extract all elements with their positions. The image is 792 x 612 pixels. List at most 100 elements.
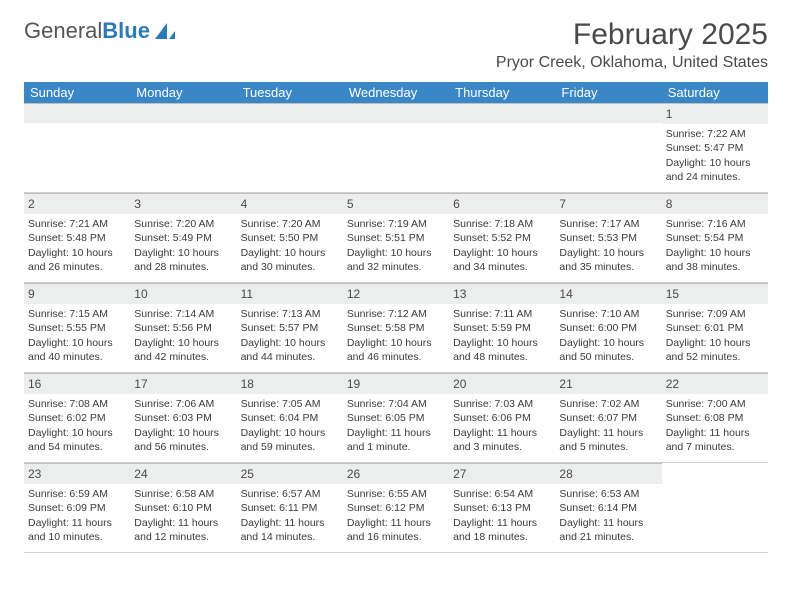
day-number: 13 — [449, 283, 555, 304]
day-cell — [343, 103, 449, 192]
sunset-text: Sunset: 5:57 PM — [241, 321, 339, 335]
sunset-text: Sunset: 6:10 PM — [134, 501, 232, 515]
sunrise-text: Sunrise: 7:18 AM — [453, 217, 551, 231]
sunrise-text: Sunrise: 7:16 AM — [666, 217, 764, 231]
empty-day — [555, 103, 661, 123]
daylight-text: Daylight: 10 hours and 26 minutes. — [28, 246, 126, 274]
sunrise-text: Sunrise: 6:54 AM — [453, 487, 551, 501]
sunrise-text: Sunrise: 7:02 AM — [559, 397, 657, 411]
daylight-text: Daylight: 10 hours and 40 minutes. — [28, 336, 126, 364]
day-number: 27 — [449, 463, 555, 484]
day-cell: 15Sunrise: 7:09 AMSunset: 6:01 PMDayligh… — [662, 283, 768, 372]
sunrise-text: Sunrise: 6:59 AM — [28, 487, 126, 501]
day-cell: 11Sunrise: 7:13 AMSunset: 5:57 PMDayligh… — [237, 283, 343, 372]
sunrise-text: Sunrise: 7:06 AM — [134, 397, 232, 411]
sunset-text: Sunset: 6:09 PM — [28, 501, 126, 515]
day-number: 9 — [24, 283, 130, 304]
day-number: 24 — [130, 463, 236, 484]
sunset-text: Sunset: 6:07 PM — [559, 411, 657, 425]
day-cell: 6Sunrise: 7:18 AMSunset: 5:52 PMDaylight… — [449, 193, 555, 282]
sunset-text: Sunset: 5:56 PM — [134, 321, 232, 335]
day-cell: 27Sunrise: 6:54 AMSunset: 6:13 PMDayligh… — [449, 463, 555, 552]
daylight-text: Daylight: 11 hours and 10 minutes. — [28, 516, 126, 544]
day-number: 28 — [555, 463, 661, 484]
day-number: 15 — [662, 283, 768, 304]
daylight-text: Daylight: 10 hours and 28 minutes. — [134, 246, 232, 274]
day-number: 8 — [662, 193, 768, 214]
weekday-header: Wednesday — [343, 82, 449, 103]
day-number: 19 — [343, 373, 449, 394]
empty-day — [449, 103, 555, 123]
day-cell: 16Sunrise: 7:08 AMSunset: 6:02 PMDayligh… — [24, 373, 130, 462]
daylight-text: Daylight: 11 hours and 7 minutes. — [666, 426, 764, 454]
title-block: February 2025 Pryor Creek, Oklahoma, Uni… — [496, 18, 768, 72]
weekday-header: Saturday — [662, 82, 768, 103]
day-number: 23 — [24, 463, 130, 484]
daylight-text: Daylight: 10 hours and 34 minutes. — [453, 246, 551, 274]
sunset-text: Sunset: 6:06 PM — [453, 411, 551, 425]
day-cell — [24, 103, 130, 192]
daylight-text: Daylight: 10 hours and 46 minutes. — [347, 336, 445, 364]
header: GeneralBlue February 2025 Pryor Creek, O… — [24, 18, 768, 72]
daylight-text: Daylight: 11 hours and 21 minutes. — [559, 516, 657, 544]
sunrise-text: Sunrise: 7:12 AM — [347, 307, 445, 321]
daylight-text: Daylight: 10 hours and 38 minutes. — [666, 246, 764, 274]
empty-day — [343, 103, 449, 123]
week-row: 1Sunrise: 7:22 AMSunset: 5:47 PMDaylight… — [24, 103, 768, 193]
day-number: 22 — [662, 373, 768, 394]
day-number: 11 — [237, 283, 343, 304]
sunset-text: Sunset: 6:04 PM — [241, 411, 339, 425]
daylight-text: Daylight: 11 hours and 3 minutes. — [453, 426, 551, 454]
daylight-text: Daylight: 10 hours and 35 minutes. — [559, 246, 657, 274]
day-cell: 17Sunrise: 7:06 AMSunset: 6:03 PMDayligh… — [130, 373, 236, 462]
day-number: 3 — [130, 193, 236, 214]
daylight-text: Daylight: 10 hours and 42 minutes. — [134, 336, 232, 364]
weekday-header: Tuesday — [237, 82, 343, 103]
sunrise-text: Sunrise: 7:21 AM — [28, 217, 126, 231]
logo-word1: General — [24, 18, 102, 44]
day-number: 20 — [449, 373, 555, 394]
day-cell: 14Sunrise: 7:10 AMSunset: 6:00 PMDayligh… — [555, 283, 661, 372]
day-number: 6 — [449, 193, 555, 214]
daylight-text: Daylight: 11 hours and 14 minutes. — [241, 516, 339, 544]
day-number: 10 — [130, 283, 236, 304]
sunset-text: Sunset: 6:03 PM — [134, 411, 232, 425]
sunrise-text: Sunrise: 7:03 AM — [453, 397, 551, 411]
week-row: 23Sunrise: 6:59 AMSunset: 6:09 PMDayligh… — [24, 463, 768, 553]
sunrise-text: Sunrise: 7:05 AM — [241, 397, 339, 411]
day-cell: 19Sunrise: 7:04 AMSunset: 6:05 PMDayligh… — [343, 373, 449, 462]
day-number: 21 — [555, 373, 661, 394]
sunset-text: Sunset: 6:08 PM — [666, 411, 764, 425]
daylight-text: Daylight: 10 hours and 44 minutes. — [241, 336, 339, 364]
daylight-text: Daylight: 10 hours and 24 minutes. — [666, 156, 764, 184]
sunrise-text: Sunrise: 6:58 AM — [134, 487, 232, 501]
day-cell: 8 Sunrise: 7:16 AMSunset: 5:54 PMDaylight… — [662, 193, 768, 282]
sunrise-text: Sunrise: 7:15 AM — [28, 307, 126, 321]
daylight-text: Daylight: 11 hours and 5 minutes. — [559, 426, 657, 454]
day-cell: 13Sunrise: 7:11 AMSunset: 5:59 PMDayligh… — [449, 283, 555, 372]
day-cell: 3Sunrise: 7:20 AMSunset: 5:49 PMDaylight… — [130, 193, 236, 282]
daylight-text: Daylight: 10 hours and 30 minutes. — [241, 246, 339, 274]
location: Pryor Creek, Oklahoma, United States — [496, 54, 768, 72]
daylight-text: Daylight: 10 hours and 59 minutes. — [241, 426, 339, 454]
day-cell — [449, 103, 555, 192]
day-cell — [237, 103, 343, 192]
month-title: February 2025 — [496, 18, 768, 52]
sunrise-text: Sunrise: 6:53 AM — [559, 487, 657, 501]
day-number: 26 — [343, 463, 449, 484]
daylight-text: Daylight: 11 hours and 18 minutes. — [453, 516, 551, 544]
day-number: 5 — [343, 193, 449, 214]
weekday-header-row: SundayMondayTuesdayWednesdayThursdayFrid… — [24, 82, 768, 103]
week-row: 16Sunrise: 7:08 AMSunset: 6:02 PMDayligh… — [24, 373, 768, 463]
week-row: 9Sunrise: 7:15 AMSunset: 5:55 PMDaylight… — [24, 283, 768, 373]
sunset-text: Sunset: 5:49 PM — [134, 231, 232, 245]
day-cell: 18Sunrise: 7:05 AMSunset: 6:04 PMDayligh… — [237, 373, 343, 462]
sunset-text: Sunset: 5:54 PM — [666, 231, 764, 245]
daylight-text: Daylight: 11 hours and 1 minute. — [347, 426, 445, 454]
day-cell: 24Sunrise: 6:58 AMSunset: 6:10 PMDayligh… — [130, 463, 236, 552]
daylight-text: Daylight: 11 hours and 16 minutes. — [347, 516, 445, 544]
weekday-header: Thursday — [449, 82, 555, 103]
day-number: 14 — [555, 283, 661, 304]
sunrise-text: Sunrise: 6:57 AM — [241, 487, 339, 501]
sunrise-text: Sunrise: 7:09 AM — [666, 307, 764, 321]
